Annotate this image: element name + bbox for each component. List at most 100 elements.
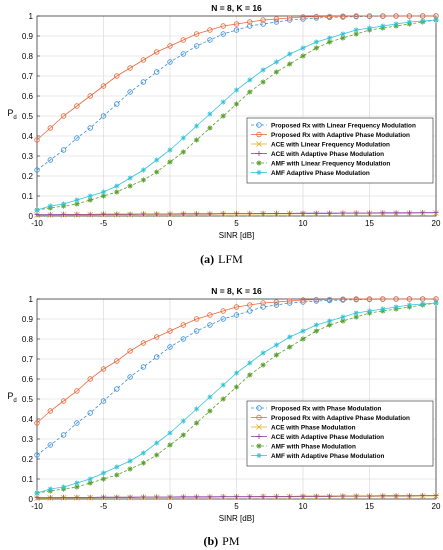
data-point bbox=[273, 19, 280, 25]
y-tick-label: 0.5 bbox=[22, 112, 34, 121]
data-point bbox=[180, 418, 186, 424]
data-point bbox=[273, 69, 279, 75]
data-point bbox=[420, 210, 426, 216]
data-point bbox=[87, 193, 93, 199]
y-tick-label: 0.5 bbox=[22, 395, 34, 404]
data-point bbox=[140, 177, 146, 183]
data-point bbox=[260, 304, 266, 310]
data-point bbox=[247, 494, 253, 500]
data-point bbox=[300, 45, 306, 51]
data-point bbox=[180, 135, 186, 141]
data-point bbox=[313, 210, 319, 216]
data-point bbox=[233, 27, 240, 33]
data-point bbox=[207, 408, 213, 414]
series-2 bbox=[34, 296, 439, 426]
data-point bbox=[47, 212, 53, 218]
data-point bbox=[366, 13, 373, 19]
data-point bbox=[60, 113, 67, 119]
data-point bbox=[233, 304, 240, 310]
data-point bbox=[207, 322, 213, 328]
legend-entry: Proposed Rx with Linear Frequency Modula… bbox=[271, 123, 416, 130]
y-tick-label: 0.4 bbox=[22, 415, 34, 424]
data-point bbox=[247, 372, 253, 378]
data-point bbox=[167, 442, 173, 448]
data-point bbox=[260, 300, 266, 306]
y-tick-label: 0.8 bbox=[22, 335, 34, 344]
data-point bbox=[406, 493, 412, 499]
series-4 bbox=[34, 493, 439, 501]
data-point bbox=[273, 210, 279, 216]
x-tick-label: -5 bbox=[100, 502, 108, 511]
data-point bbox=[167, 43, 173, 49]
data-point bbox=[366, 210, 373, 216]
data-point bbox=[393, 21, 399, 27]
chart-pm: N = 8, K = 16 -10 -5 0 5 10 15 20 0 0.1 0.2 0.3 0.4 0… bbox=[7, 286, 441, 523]
data-point bbox=[114, 189, 120, 195]
data-point bbox=[300, 328, 306, 334]
data-point bbox=[220, 211, 226, 217]
data-point bbox=[353, 31, 359, 37]
data-point bbox=[273, 59, 279, 65]
caption-text: LFM bbox=[218, 252, 243, 266]
legend-marker bbox=[256, 150, 262, 157]
data-point bbox=[193, 31, 200, 37]
x-tick-label: -10 bbox=[31, 502, 43, 511]
data-point bbox=[366, 25, 373, 31]
data-point bbox=[433, 210, 439, 216]
data-point bbox=[100, 366, 107, 372]
data-point bbox=[233, 370, 240, 376]
data-point bbox=[207, 494, 213, 500]
x-tick-label: 5 bbox=[234, 502, 239, 511]
data-point bbox=[154, 157, 160, 163]
data-point bbox=[127, 494, 133, 500]
x-tick-label: 10 bbox=[299, 219, 308, 228]
data-point bbox=[114, 211, 120, 217]
x-tick-label: 15 bbox=[365, 502, 374, 511]
y-tick-label: 0.6 bbox=[22, 92, 34, 101]
data-point bbox=[194, 211, 200, 217]
data-point bbox=[127, 183, 133, 189]
data-point bbox=[207, 394, 213, 400]
x-tick-label: -10 bbox=[31, 219, 43, 228]
data-point bbox=[366, 296, 373, 302]
data-point bbox=[313, 39, 319, 45]
data-point bbox=[60, 147, 67, 153]
data-point bbox=[260, 350, 266, 356]
data-point bbox=[100, 83, 107, 89]
data-point bbox=[380, 306, 386, 312]
x-tick-label: 10 bbox=[299, 502, 308, 511]
data-point bbox=[47, 203, 53, 209]
y-axis-label: Pd bbox=[7, 391, 16, 404]
data-point bbox=[194, 406, 200, 412]
x-axis-label: SINR [dB] bbox=[219, 514, 255, 523]
data-point bbox=[153, 354, 160, 360]
data-point bbox=[273, 352, 279, 358]
data-point bbox=[260, 67, 266, 73]
data-point bbox=[114, 358, 120, 364]
data-point bbox=[233, 101, 240, 107]
y-tick-label: 1 bbox=[29, 12, 34, 21]
data-point bbox=[406, 302, 412, 308]
data-point bbox=[34, 167, 40, 173]
data-point bbox=[406, 296, 413, 302]
data-point bbox=[180, 211, 186, 217]
data-point bbox=[74, 211, 80, 217]
data-point bbox=[61, 494, 67, 500]
data-point bbox=[273, 302, 280, 308]
data-point bbox=[313, 296, 319, 303]
y-tick-label: 0.9 bbox=[22, 32, 34, 41]
legend-marker bbox=[256, 141, 262, 147]
data-point bbox=[406, 210, 412, 216]
data-point bbox=[220, 23, 226, 29]
y-axis-label: Pd bbox=[7, 108, 16, 121]
data-point bbox=[327, 493, 333, 499]
data-point bbox=[420, 493, 426, 499]
data-point bbox=[140, 494, 146, 500]
data-point bbox=[47, 495, 53, 501]
x-axis-label: SINR [dB] bbox=[219, 231, 255, 240]
data-point bbox=[220, 31, 226, 37]
data-point bbox=[233, 211, 240, 217]
data-point bbox=[154, 494, 160, 500]
data-point bbox=[194, 123, 200, 129]
data-point bbox=[353, 493, 359, 499]
